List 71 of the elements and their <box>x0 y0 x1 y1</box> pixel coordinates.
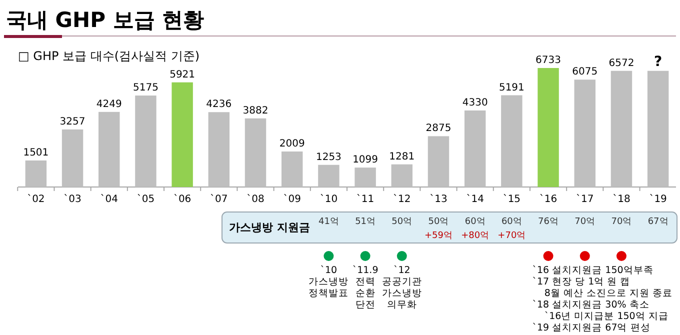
text: 60억 +80억 <box>461 217 490 241</box>
x-tick-label: `19 <box>649 194 667 205</box>
text: 70억 <box>574 217 596 227</box>
data-label: 4249 <box>96 98 122 110</box>
x-tick-label: `13 <box>430 194 448 205</box>
x-tick-label: `02 <box>27 194 45 205</box>
text: `11.9 전력 순환 단전 <box>352 265 378 310</box>
x-tick-label: `04 <box>100 194 118 205</box>
text: 41억 <box>318 217 339 227</box>
text: 50억 <box>392 217 412 227</box>
data-label: 1501 <box>23 147 49 158</box>
data-label: 2875 <box>426 123 452 134</box>
chart-title: 국내 GHP 보급 현황 <box>6 8 204 32</box>
bar <box>464 110 486 187</box>
x-tick-label: `16 <box>539 194 558 205</box>
data-label: 3257 <box>60 116 86 128</box>
x-tick-label: `11 <box>356 194 374 205</box>
text: 60억 +70억 <box>498 217 526 241</box>
text: `12 공공기관 가스냉방 의무화 <box>382 265 422 310</box>
x-tick-label: `05 <box>136 194 155 205</box>
bar <box>647 70 669 187</box>
x-tick-label: `03 <box>64 194 82 205</box>
bar <box>98 112 120 187</box>
bar <box>281 151 303 187</box>
bar <box>391 164 413 187</box>
x-tick-label: `15 <box>502 194 521 205</box>
data-label: ? <box>654 54 662 70</box>
data-label: 6572 <box>608 58 634 69</box>
bar <box>172 82 193 187</box>
bar <box>538 68 559 187</box>
text: 76억 <box>538 217 559 227</box>
data-label: 6733 <box>536 55 562 66</box>
data-label: 5191 <box>498 82 524 94</box>
data-label: 5921 <box>170 69 196 80</box>
bar <box>208 112 230 187</box>
x-tick-label: `18 <box>612 194 630 205</box>
x-tick-label: `14 <box>466 194 484 205</box>
chart-subtitle: □ GHP 보급 대수(검사실적 기준) <box>18 49 200 63</box>
data-label: 4236 <box>206 99 232 110</box>
bar <box>244 118 266 187</box>
text: 67억 <box>648 217 668 227</box>
x-tick-label: `09 <box>283 194 301 205</box>
bar <box>354 168 376 187</box>
data-label: 1253 <box>316 152 342 163</box>
data-label: 2009 <box>279 138 305 150</box>
text: 70억 <box>611 217 632 227</box>
text: 51억 <box>355 217 376 227</box>
data-label: 1099 <box>352 154 378 166</box>
x-tick-label: `12 <box>393 194 411 205</box>
x-tick-label: `08 <box>246 194 264 205</box>
text: 가스냉방 지원금 <box>229 221 310 234</box>
bar <box>428 136 450 187</box>
x-tick-label: `17 <box>576 194 594 205</box>
bar <box>501 95 522 187</box>
x-tick-label: `10 <box>320 194 338 205</box>
bar <box>25 160 47 187</box>
bar <box>135 96 156 187</box>
data-label: 5175 <box>132 82 158 94</box>
bar <box>574 80 596 187</box>
text: 50억 +59억 <box>424 217 452 241</box>
x-tick-label: `06 <box>173 194 192 205</box>
bar <box>318 164 340 187</box>
data-label: 3882 <box>242 105 268 116</box>
text: `10 가스냉방 정책발표 <box>308 265 349 299</box>
text: `16 설치지원금 150억부족 `17 현장 당 1억 원 캡 8월 예산 소진으로 지원 종료 `18 설치지원금 30% 축소 `16년 미지급분 150억 지급 `19 설치지원금 67억 편성 <box>532 265 672 334</box>
data-label: 4330 <box>462 97 488 108</box>
bar <box>62 129 84 187</box>
data-label: 1281 <box>389 151 415 162</box>
bar <box>610 70 632 187</box>
x-tick-label: `07 <box>210 194 228 205</box>
data-label: 6075 <box>572 66 598 78</box>
